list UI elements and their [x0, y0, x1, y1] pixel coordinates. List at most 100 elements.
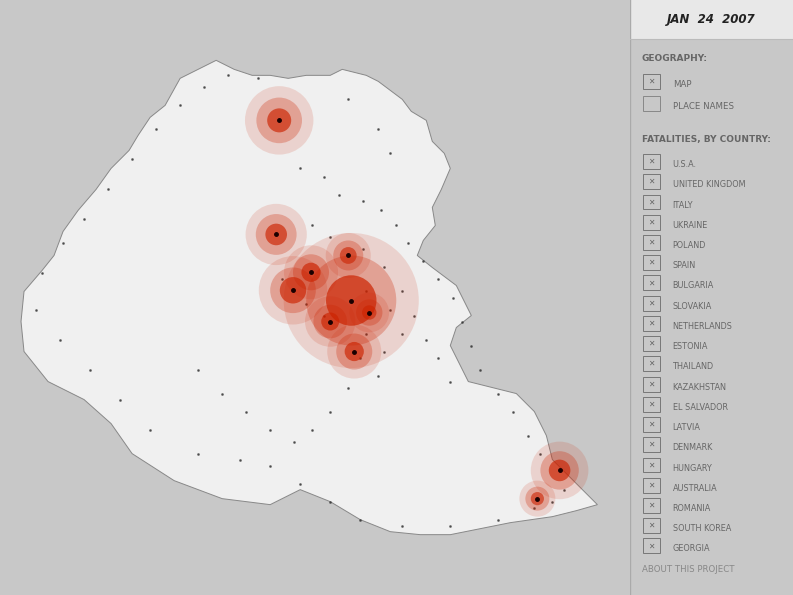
Circle shape: [259, 256, 328, 324]
Text: ROMANIA: ROMANIA: [672, 504, 711, 513]
Text: ✕: ✕: [648, 318, 654, 328]
Text: HUNGARY: HUNGARY: [672, 464, 713, 472]
Text: AUSTRALIA: AUSTRALIA: [672, 484, 718, 493]
Text: ✕: ✕: [648, 217, 654, 227]
Text: ✕: ✕: [648, 278, 654, 287]
Bar: [643, 458, 660, 472]
Text: DENMARK: DENMARK: [672, 443, 713, 452]
Bar: [643, 336, 660, 351]
Text: ITALY: ITALY: [672, 201, 693, 209]
Circle shape: [321, 312, 339, 331]
Bar: [643, 417, 660, 432]
Circle shape: [540, 451, 579, 490]
Circle shape: [531, 492, 544, 505]
Text: ✕: ✕: [648, 480, 654, 490]
Bar: [643, 377, 660, 392]
Text: ✕: ✕: [648, 379, 654, 389]
Bar: [643, 478, 660, 493]
Text: POLAND: POLAND: [672, 241, 706, 250]
Circle shape: [340, 247, 357, 264]
Circle shape: [328, 324, 381, 378]
Circle shape: [326, 275, 377, 325]
Bar: [643, 518, 660, 533]
Bar: [643, 437, 660, 452]
Circle shape: [326, 233, 371, 278]
Circle shape: [256, 214, 297, 255]
Text: ✕: ✕: [648, 460, 654, 469]
Circle shape: [362, 305, 377, 320]
Text: ✕: ✕: [648, 419, 654, 429]
Polygon shape: [21, 60, 597, 535]
Text: ✕: ✕: [648, 500, 654, 510]
Text: GEOGRAPHY:: GEOGRAPHY:: [642, 54, 708, 62]
Text: ✕: ✕: [648, 156, 654, 166]
Circle shape: [350, 293, 389, 333]
Circle shape: [313, 305, 347, 339]
Bar: [643, 235, 660, 250]
Text: ✕: ✕: [648, 359, 654, 368]
Bar: [643, 215, 660, 230]
Circle shape: [293, 254, 329, 290]
Circle shape: [519, 481, 555, 516]
Text: ✕: ✕: [648, 237, 654, 247]
Circle shape: [356, 299, 382, 325]
Text: UNITED KINGDOM: UNITED KINGDOM: [672, 180, 745, 189]
Bar: [643, 397, 660, 412]
Circle shape: [246, 204, 307, 265]
Circle shape: [270, 268, 316, 313]
Text: NETHERLANDS: NETHERLANDS: [672, 322, 733, 331]
Bar: [643, 154, 660, 169]
Text: EL SALVADOR: EL SALVADOR: [672, 403, 728, 412]
Circle shape: [267, 108, 291, 132]
Circle shape: [280, 277, 306, 303]
Bar: [643, 498, 660, 513]
Text: SLOVAKIA: SLOVAKIA: [672, 302, 712, 311]
Text: PLACE NAMES: PLACE NAMES: [672, 102, 734, 111]
Text: SOUTH KOREA: SOUTH KOREA: [672, 524, 731, 533]
Text: UKRAINE: UKRAINE: [672, 221, 708, 230]
Bar: [643, 296, 660, 311]
Bar: [643, 195, 660, 209]
Text: ✕: ✕: [648, 339, 654, 348]
Text: KAZAKHSTAN: KAZAKHSTAN: [672, 383, 726, 392]
Circle shape: [336, 334, 372, 369]
Text: ✕: ✕: [648, 541, 654, 550]
Text: ✕: ✕: [648, 76, 654, 86]
Bar: [643, 74, 660, 89]
Text: MAP: MAP: [672, 80, 691, 89]
Bar: [643, 275, 660, 290]
FancyBboxPatch shape: [630, 0, 793, 39]
Circle shape: [345, 342, 364, 361]
Text: ✕: ✕: [648, 298, 654, 308]
Bar: [643, 174, 660, 189]
Text: ✕: ✕: [648, 258, 654, 267]
Bar: [643, 316, 660, 331]
Bar: [643, 356, 660, 371]
Text: LATVIA: LATVIA: [672, 423, 700, 432]
Bar: [643, 96, 660, 111]
Text: BULGARIA: BULGARIA: [672, 281, 714, 290]
Text: ✕: ✕: [648, 521, 654, 530]
Text: ESTONIA: ESTONIA: [672, 342, 708, 351]
Text: GEORGIA: GEORGIA: [672, 544, 711, 553]
Text: U.S.A.: U.S.A.: [672, 160, 697, 169]
Circle shape: [284, 233, 419, 368]
Circle shape: [549, 459, 570, 481]
Circle shape: [526, 487, 550, 511]
Text: ✕: ✕: [648, 440, 654, 449]
Text: SPAIN: SPAIN: [672, 261, 696, 270]
Text: ✕: ✕: [648, 197, 654, 206]
Circle shape: [284, 245, 338, 299]
Text: JAN  24  2007: JAN 24 2007: [668, 13, 756, 26]
Text: ABOUT THIS PROJECT: ABOUT THIS PROJECT: [642, 565, 734, 574]
Text: FATALITIES, BY COUNTRY:: FATALITIES, BY COUNTRY:: [642, 135, 771, 144]
Text: ✕: ✕: [648, 177, 654, 186]
Circle shape: [305, 296, 355, 347]
Circle shape: [245, 86, 313, 155]
Circle shape: [306, 255, 396, 346]
Bar: [643, 538, 660, 553]
Text: THAILAND: THAILAND: [672, 362, 714, 371]
Bar: [643, 255, 660, 270]
Circle shape: [256, 98, 302, 143]
Circle shape: [333, 240, 363, 271]
